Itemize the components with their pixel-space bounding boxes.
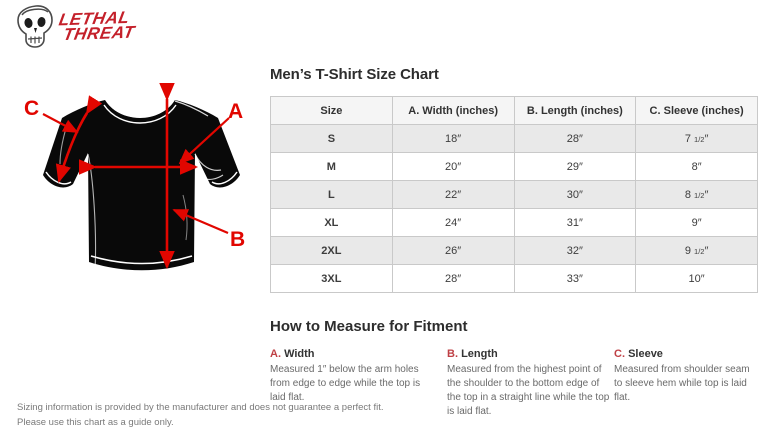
measure-letter: C. [614,348,629,360]
measure-item: A. Width Measured 1″ below the arm holes … [270,348,435,419]
value-cell: 9 1/2″ [635,236,758,265]
tshirt-diagram-svg: A B C [24,82,245,271]
size-cell: S [270,124,393,153]
value-cell: 29″ [513,152,637,181]
diagram-label-b: B [230,228,245,251]
value-cell: 22″ [391,180,515,209]
measure-name: Length [461,348,498,360]
column-header: A. Width (inches) [391,96,515,125]
size-cell: 3XL [270,264,393,293]
label-a-leader-line [178,117,230,165]
value-cell: 8 1/2″ [635,180,758,209]
measure-label: B. Length [447,348,614,360]
measure-description: Measured from shoulder seam to sleeve he… [614,364,750,403]
brand-wordmark: Lethal Threat [55,8,139,45]
measure-letter: B. [447,348,462,360]
measure-item: C. Sleeve Measured from shoulder seam to … [614,348,760,419]
disclaimer-line-2: Please use this chart as a guide only. [17,416,174,428]
brand-word-threat: Threat [61,22,137,45]
measure-name: Sleeve [628,348,663,360]
diagram-label-a: A [228,100,243,123]
fraction: 1/2 [694,246,705,256]
tshirt-measurement-diagram: A B C [5,80,265,300]
measure-description: Measured from the highest point of the s… [447,364,610,417]
value-cell: 30″ [513,180,637,209]
sleeve-arrow [55,95,103,183]
column-header: B. Length (inches) [513,96,637,125]
header-row: Size A. Width (inches) B. Length (inches) C… [270,96,758,125]
value-cell: 28″ [391,264,515,293]
value-cell: 9″ [635,208,758,237]
size-chart-table: Size A. Width (inches) B. Length (inches) C… [270,96,758,293]
size-cell: M [270,152,393,181]
size-chart-table-head: Size A. Width (inches) B. Length (inches) C… [270,96,758,125]
size-cell: XL [270,208,393,237]
size-cell: L [270,180,393,209]
label-b-leader-line [172,208,229,235]
measure-label: C. Sleeve [614,348,760,360]
value-cell: 18″ [391,124,515,153]
how-to-measure-section: How to Measure for Fitment A. Width Measu… [270,318,760,419]
fraction: 1/2 [694,190,705,200]
measure-label: A. Width [270,348,435,360]
brand-logo: Lethal Threat [14,3,136,49]
table-row: 3XL 28″ 33″ 10″ [270,264,758,293]
size-chart-section: Men’s T-Shirt Size Chart Size A. Width (i… [270,66,760,419]
measure-item: B. Length Measured from the highest point… [447,348,614,419]
disclaimer-footer: Sizing information is provided by the ma… [17,401,384,430]
tshirt-silhouette [43,98,240,271]
table-row: M 20″ 29″ 8″ [270,152,758,181]
measurement-arrows [42,82,230,270]
measure-columns: A. Width Measured 1″ below the arm holes … [270,348,760,419]
value-cell: 8″ [635,152,758,181]
column-header: C. Sleeve (inches) [635,96,758,125]
size-cell: 2XL [270,236,393,265]
page-title: Men’s T-Shirt Size Chart [270,66,439,83]
value-cell: 20″ [391,152,515,181]
value-cell: 28″ [513,124,637,153]
value-cell: 26″ [391,236,515,265]
table-row: 2XL 26″ 32″ 9 1/2″ [270,236,758,265]
measure-description: Measured 1″ below the arm holes from edg… [270,364,421,403]
value-cell: 24″ [391,208,515,237]
value-cell: 32″ [513,236,637,265]
fraction: 1/2 [694,134,705,144]
value-cell: 7 1/2″ [635,124,758,153]
diagram-label-c: C [24,97,39,120]
label-c-leader-line [42,113,79,133]
column-header: Size [270,96,393,125]
value-cell: 33″ [513,264,637,293]
value-cell: 31″ [513,208,637,237]
size-chart-table-body: S 18″ 28″ 7 1/2″ M 20″ 29″ 8″ L 22″ 30″ 8 1/2″ XL 24″… [270,124,758,293]
skull-icon [14,3,56,49]
table-row: S 18″ 28″ 7 1/2″ [270,124,758,153]
table-row: L 22″ 30″ 8 1/2″ [270,180,758,209]
value-cell: 10″ [635,264,758,293]
disclaimer-line-1: Sizing information is provided by the ma… [17,402,384,413]
measure-name: Width [284,348,315,360]
how-to-measure-title: How to Measure for Fitment [270,318,468,335]
measure-letter: A. [270,348,285,360]
table-row: XL 24″ 31″ 9″ [270,208,758,237]
